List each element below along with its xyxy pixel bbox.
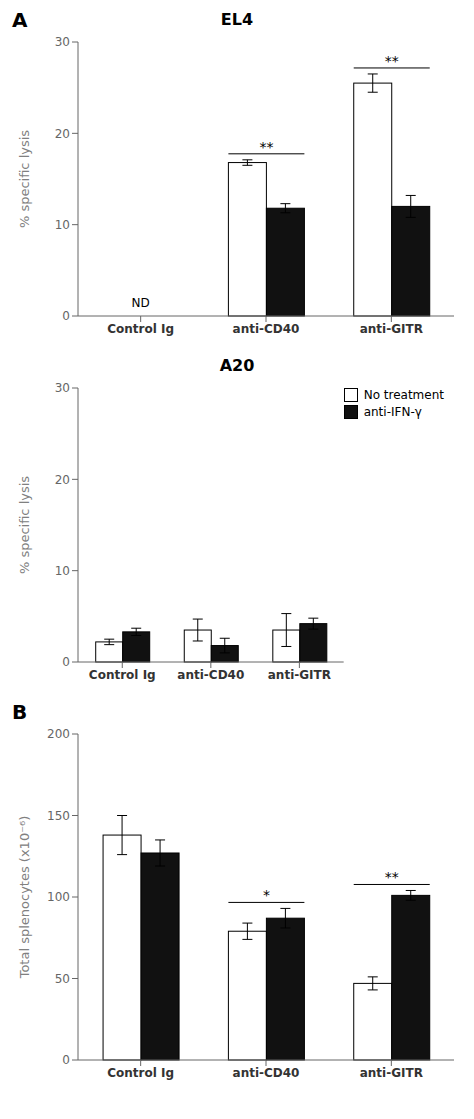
svg-text:% specific lysis: % specific lysis bbox=[17, 130, 32, 228]
svg-text:**: ** bbox=[259, 139, 273, 155]
svg-text:**: ** bbox=[385, 869, 399, 885]
svg-text:Control Ig: Control Ig bbox=[107, 1066, 174, 1080]
svg-text:anti-GITR: anti-GITR bbox=[360, 1066, 423, 1080]
svg-text:20: 20 bbox=[55, 127, 70, 141]
svg-text:30: 30 bbox=[55, 35, 70, 49]
svg-text:100: 100 bbox=[47, 890, 70, 904]
svg-text:**: ** bbox=[385, 53, 399, 69]
svg-text:Total splenocytes (x10⁻⁶): Total splenocytes (x10⁻⁶) bbox=[17, 816, 32, 980]
svg-text:50: 50 bbox=[55, 972, 70, 986]
svg-text:anti-GITR: anti-GITR bbox=[360, 322, 423, 336]
html-text:A: A bbox=[12, 8, 28, 32]
svg-text:0: 0 bbox=[62, 655, 70, 669]
svg-text:20: 20 bbox=[55, 473, 70, 487]
html-text:B: B bbox=[12, 700, 28, 724]
svg-text:200: 200 bbox=[47, 727, 70, 741]
svg-text:anti-CD40: anti-CD40 bbox=[233, 1066, 300, 1080]
svg-text:*: * bbox=[263, 887, 270, 903]
svg-text:% specific lysis: % specific lysis bbox=[17, 476, 32, 574]
svg-text:30: 30 bbox=[55, 381, 70, 395]
html-text:anti-IFN-γ: anti-IFN-γ bbox=[363, 405, 422, 419]
svg-text:150: 150 bbox=[47, 809, 70, 823]
svg-text:anti-CD40: anti-CD40 bbox=[177, 668, 244, 682]
html-text:A20: A20 bbox=[219, 356, 255, 375]
svg-text:anti-CD40: anti-CD40 bbox=[233, 322, 300, 336]
html-text:EL4: EL4 bbox=[220, 10, 254, 29]
svg-text:10: 10 bbox=[55, 218, 70, 232]
svg-text:anti-GITR: anti-GITR bbox=[268, 668, 331, 682]
svg-text:ND: ND bbox=[132, 296, 150, 310]
svg-text:0: 0 bbox=[62, 309, 70, 323]
svg-text:0: 0 bbox=[62, 1053, 70, 1067]
html-text:No treatment: No treatment bbox=[363, 388, 444, 402]
svg-text:Control Ig: Control Ig bbox=[107, 322, 174, 336]
svg-text:Control Ig: Control Ig bbox=[89, 668, 156, 682]
svg-text:10: 10 bbox=[55, 564, 70, 578]
